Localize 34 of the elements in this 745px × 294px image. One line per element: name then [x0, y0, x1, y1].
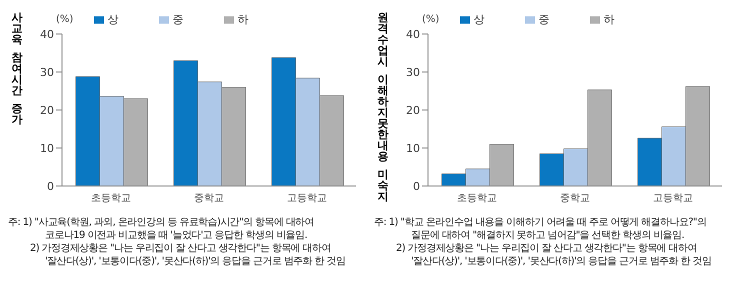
- text: '잘산다(상)', '보통이다(중)', '못산다(하)'의 응답을 근거로 범주화 한 것임: [410, 255, 712, 268]
- text: 주: 1) "학교 온라인수업 내용을 이해하기 어려울 때 주로 어떻게 해결하나요?"의: [374, 216, 708, 229]
- y-tick-label: 30: [406, 66, 420, 79]
- y-tick-label: 10: [40, 142, 54, 155]
- text: 주: 1) "사교육(학원, 과외, 온라인강의 등 유료학습)시간"의 항목에 대하여: [8, 216, 316, 229]
- text: 코로나19 이전과 비교했을 때 '늘었다'고 응답한 학생의 비율임.: [44, 229, 308, 242]
- y-tick-label: 30: [40, 66, 54, 79]
- text: 2) 가정경제상황은 "나는 우리집이 잘 산다고 생각한다"는 항목에 대하여: [29, 242, 332, 255]
- x-tick-label: 고등학교: [287, 193, 327, 204]
- legend-label: 하: [604, 13, 614, 26]
- y-tick-label: 20: [40, 104, 54, 117]
- legend-label: 중: [538, 13, 550, 26]
- y-tick-label: 0: [47, 180, 54, 193]
- y-tick-label: 20: [406, 104, 420, 117]
- text: 사교육 참여시간 증가: [12, 11, 22, 126]
- legend-label: 하: [238, 13, 248, 26]
- x-tick-label: 중학교: [194, 193, 224, 204]
- x-tick-label: 초등학교: [457, 193, 497, 204]
- x-tick-label: 초등학교: [91, 193, 131, 204]
- legend-label: 상: [474, 13, 484, 26]
- text: (%): [422, 14, 440, 25]
- text: '잘산다(상)', '보통이다(중)', '못산다(하)'의 응답을 근거로 범주화 한 것임: [44, 255, 346, 268]
- text: 원격수업시 이해하지못한내용 미숙지: [378, 11, 388, 203]
- y-tick-label: 10: [406, 142, 420, 155]
- text: 질문에 대하여 "해결하지 못하고 넘어감"을 선택한 학생의 비율임.: [410, 229, 686, 242]
- legend-label: 중: [172, 13, 184, 26]
- text: 2) 가정경제상황은 "나는 우리집이 잘 산다고 생각한다"는 항목에 대하여: [395, 242, 698, 255]
- x-tick-label: 중학교: [560, 193, 590, 204]
- x-tick-label: 고등학교: [653, 193, 693, 204]
- text: (%): [56, 14, 74, 25]
- y-tick-label: 40: [406, 28, 420, 41]
- legend-label: 상: [108, 13, 118, 26]
- y-tick-label: 40: [40, 28, 54, 41]
- y-tick-label: 0: [413, 180, 420, 193]
